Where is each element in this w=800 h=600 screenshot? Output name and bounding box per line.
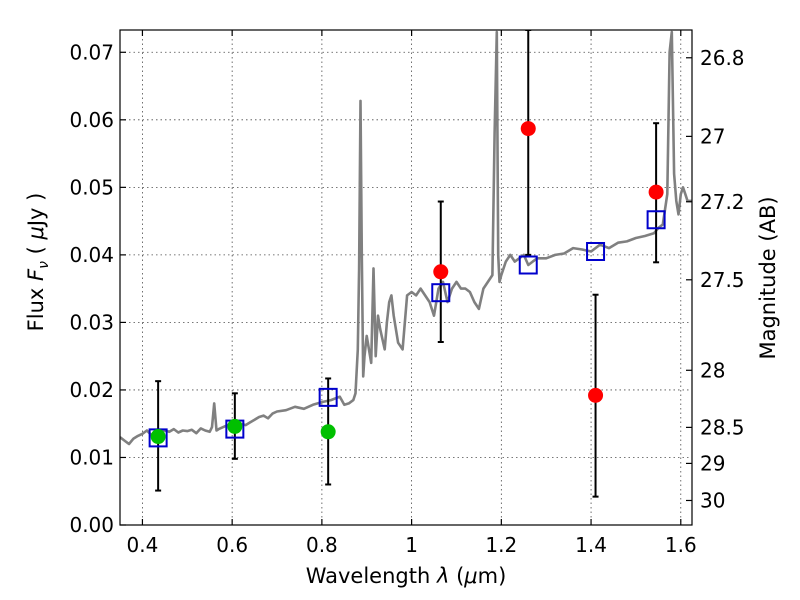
y2-tick-label: 27: [700, 124, 725, 148]
y-tick-label: 0.02: [69, 378, 114, 402]
observed-point-red: [648, 184, 664, 200]
y-tick-label: 0.04: [69, 243, 114, 267]
y2-tick-label: 26.8: [700, 46, 745, 70]
y-tick-label: 0.03: [69, 310, 114, 334]
model-point-square: [518, 255, 538, 275]
x-tick-label: 0.8: [306, 533, 338, 557]
model-spectrum: [120, 30, 692, 446]
model-spectrum-line: [120, 30, 692, 446]
observed-point-red: [520, 121, 536, 137]
y2-tick-label: 27.2: [700, 190, 745, 214]
y2-tick-label: 30: [700, 488, 725, 512]
observed-point-green: [320, 424, 336, 440]
y-tick-label: 0.07: [69, 40, 114, 64]
data-markers: [148, 121, 666, 448]
y2-tick-label: 28.5: [700, 415, 745, 439]
y-tick-label: 0.01: [69, 445, 114, 469]
observed-point-red: [433, 264, 449, 280]
y2-axis-label: Magnitude (AB): [756, 196, 780, 359]
y2-tick-label: 27.5: [700, 268, 745, 292]
y-tick-label: 0.00: [69, 513, 114, 537]
x-axis-label: Wavelength λ (μm): [306, 564, 507, 588]
y-axis-label: Flux Fν ( μJy ): [24, 193, 52, 332]
x-tick-label: 1.4: [575, 533, 607, 557]
model-point-square: [318, 387, 338, 407]
x-tick-label: 0.6: [216, 533, 248, 557]
observed-point-green: [227, 418, 243, 434]
axis-ticks: 0.4 0.6 0.8 1 1.2 1.4 1.6 0.00 0.01 0.02 0.03 0.04 0…: [69, 30, 745, 557]
y-tick-label: 0.05: [69, 175, 114, 199]
plot-frame: [119, 29, 693, 526]
observed-point-green: [150, 429, 166, 445]
y-tick-label: 0.06: [69, 108, 114, 132]
x-tick-label: 1: [405, 533, 418, 557]
y2-tick-label: 29: [700, 451, 725, 475]
model-point-square: [431, 283, 451, 303]
x-tick-label: 1.6: [665, 533, 697, 557]
grid: [120, 30, 692, 526]
y2-tick-label: 28: [700, 358, 725, 382]
observed-point-red: [588, 387, 604, 403]
model-point-square: [646, 210, 666, 230]
x-tick-label: 0.4: [127, 533, 159, 557]
x-tick-label: 1.2: [485, 533, 517, 557]
model-point-square: [586, 242, 606, 262]
